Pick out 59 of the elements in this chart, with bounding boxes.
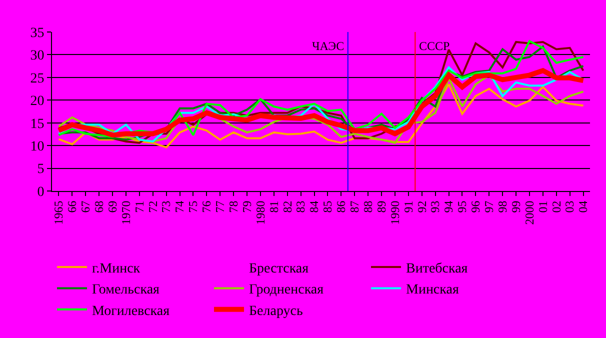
y-tick-label: 20 bbox=[30, 94, 44, 110]
x-tick-label: 04 bbox=[576, 200, 590, 213]
x-tick-label: 89 bbox=[374, 200, 388, 213]
x-tick-label: 86 bbox=[334, 200, 348, 213]
x-tick-label: 79 bbox=[240, 200, 254, 213]
x-tick-label: 97 bbox=[482, 200, 496, 213]
x-tick-label: 77 bbox=[213, 200, 228, 213]
y-tick-label: 25 bbox=[30, 71, 44, 86]
y-tick-label: 35 bbox=[30, 26, 44, 41]
x-tick-label: 1990 bbox=[388, 200, 402, 225]
x-tick-label: 98 bbox=[495, 200, 510, 213]
legend-label: Гродненская bbox=[249, 282, 324, 298]
x-tick-label: 1970 bbox=[118, 200, 133, 225]
legend-label: Гомельская bbox=[92, 282, 160, 298]
x-tick-label: 83 bbox=[294, 200, 308, 213]
x-tick-label: 72 bbox=[146, 200, 160, 213]
x-tick-label: 85 bbox=[320, 200, 335, 213]
text: Брестская bbox=[249, 261, 310, 276]
x-tick-label: 01 bbox=[536, 200, 550, 213]
x-tick-label: 95 bbox=[455, 200, 470, 213]
x-tick-label: 88 bbox=[360, 200, 375, 213]
ref-line-label: ЧАЭС bbox=[312, 39, 344, 53]
x-tick-label: 91 bbox=[401, 200, 416, 213]
x-tick-label: 68 bbox=[92, 200, 106, 213]
x-tick-label: 67 bbox=[78, 200, 93, 213]
x-tick-label: 66 bbox=[65, 200, 80, 213]
x-tick-label: 78 bbox=[226, 200, 240, 213]
x-tick-label: 74 bbox=[172, 200, 187, 213]
x-tick-label: 75 bbox=[186, 200, 200, 213]
x-tick-label: 76 bbox=[200, 200, 214, 213]
legend-label: Беларусь bbox=[249, 304, 303, 319]
x-tick-label: 99 bbox=[508, 200, 523, 213]
ref-line-label: СССР bbox=[419, 39, 450, 53]
x-tick-label: 69 bbox=[105, 200, 120, 213]
legend-label: Витебская bbox=[406, 261, 468, 276]
line-series bbox=[58, 83, 584, 148]
y-tick-label: 0 bbox=[37, 184, 44, 200]
legend-label: Могилевская bbox=[92, 304, 170, 319]
x-tick-label: 94 bbox=[442, 200, 456, 213]
x-tick-label: 73 bbox=[159, 200, 174, 213]
x-tick-label: 2000 bbox=[522, 200, 536, 225]
x-tick-label: 1980 bbox=[253, 200, 268, 225]
x-tick-label: 87 bbox=[348, 200, 362, 213]
x-tick-label: 02 bbox=[549, 200, 564, 213]
y-tick-label: 30 bbox=[30, 48, 44, 64]
x-tick-label: 71 bbox=[132, 200, 146, 213]
x-tick-label: 92 bbox=[414, 200, 429, 213]
x-tick-label: 1965 bbox=[52, 200, 66, 225]
x-tick-label: 03 bbox=[562, 200, 577, 213]
y-tick-label: 15 bbox=[30, 116, 44, 132]
legend-label: Минская bbox=[406, 282, 460, 298]
x-tick-label: 84 bbox=[307, 200, 322, 213]
legend-label: г.Минск bbox=[92, 261, 140, 276]
y-tick-label: 5 bbox=[37, 162, 44, 178]
x-tick-label: 81 bbox=[266, 200, 281, 213]
x-tick-label: 93 bbox=[428, 200, 442, 213]
y-tick-label: 10 bbox=[30, 139, 44, 154]
x-tick-label: 82 bbox=[280, 200, 294, 213]
x-tick-label: 96 bbox=[468, 200, 483, 213]
